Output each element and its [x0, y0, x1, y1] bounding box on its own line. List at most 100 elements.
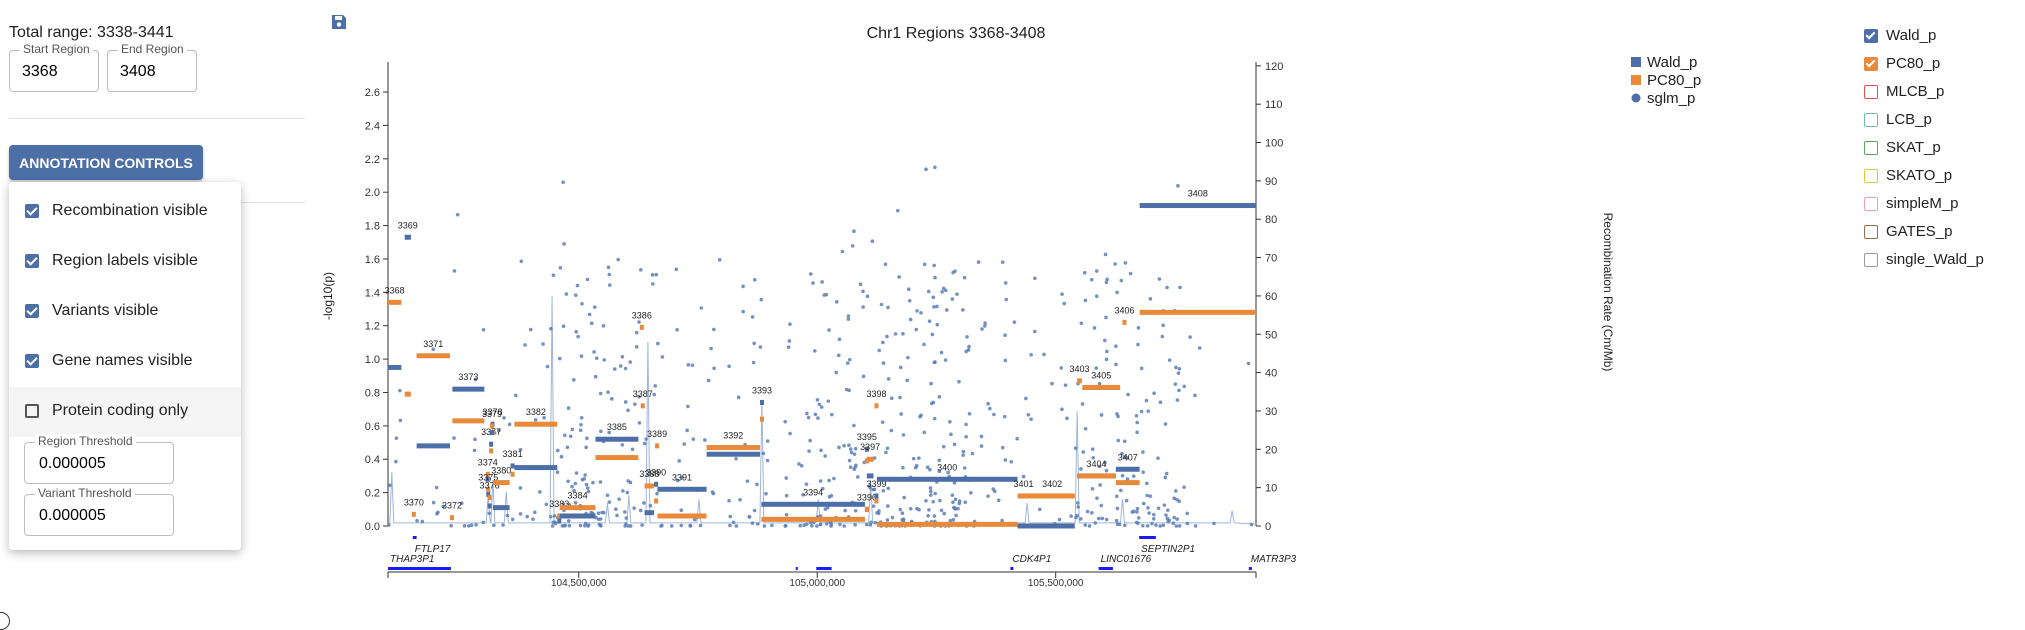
variant-point: [533, 417, 538, 422]
variant-point: [387, 523, 391, 527]
variant-point: [1126, 392, 1130, 397]
variant-point: [932, 305, 936, 309]
variant-point: [452, 436, 456, 440]
variant-point: [1119, 488, 1123, 493]
variant-point: [764, 491, 768, 496]
variant-point: [849, 450, 854, 455]
annotation-controls-menu: Recombination visible Region labels visi…: [9, 182, 241, 550]
variant-point: [555, 448, 560, 453]
checkbox-checked-icon[interactable]: [25, 354, 39, 368]
variant-point: [1057, 517, 1062, 522]
variant-threshold-field[interactable]: Variant Threshold: [24, 486, 174, 536]
variant-point: [1099, 503, 1104, 508]
variant-point: [602, 358, 607, 362]
variant-point: [1135, 510, 1139, 514]
variant-point: [623, 400, 628, 404]
region-threshold-field[interactable]: Region Threshold: [24, 434, 174, 484]
variant-point: [462, 524, 467, 528]
variant-point: [562, 242, 566, 246]
variant-point: [628, 524, 633, 528]
end-region-input[interactable]: [120, 63, 186, 81]
variant-point: [783, 419, 788, 424]
variant-point: [1188, 335, 1192, 339]
gene-bar: [1139, 536, 1156, 539]
checkbox-checked-icon[interactable]: [1864, 29, 1878, 43]
variant-point: [505, 513, 510, 518]
variant-point: [1148, 494, 1153, 498]
start-region-field[interactable]: Start Region: [9, 42, 99, 92]
region-pc80-bar: [486, 486, 491, 492]
legend-item-skato-p[interactable]: SKATO_p: [1864, 166, 2014, 186]
menu-item-region-labels-visible[interactable]: Region labels visible: [9, 237, 241, 287]
y2-tick-label: 40: [1265, 368, 1277, 380]
variant-point: [906, 287, 911, 292]
variant-point: [466, 524, 471, 528]
variant-point: [1122, 523, 1127, 528]
variant-point: [734, 524, 739, 528]
variant-point: [837, 445, 841, 450]
menu-item-gene-names-visible[interactable]: Gene names visible: [9, 337, 241, 387]
legend-item-lcb-p[interactable]: LCB_p: [1864, 110, 2014, 130]
variant-point: [787, 339, 792, 343]
menu-item-protein-coding-only[interactable]: Protein coding only: [9, 387, 241, 437]
variant-point: [953, 507, 958, 511]
checkbox-unchecked-icon[interactable]: [1864, 141, 1878, 155]
variant-point: [1079, 467, 1083, 471]
end-region-field[interactable]: End Region: [107, 42, 197, 92]
region-label: 3375: [478, 472, 498, 482]
save-icon[interactable]: [331, 14, 347, 30]
variant-point: [986, 401, 990, 406]
variant-point: [1175, 398, 1180, 402]
checkbox-checked-icon[interactable]: [25, 304, 39, 318]
legend-item-pc80-p[interactable]: PC80_p: [1864, 54, 2014, 74]
variant-point: [679, 508, 684, 513]
variant-point: [897, 275, 901, 279]
variant-point: [621, 489, 625, 493]
region-label: 3372: [442, 501, 462, 511]
legend-item-mlcb-p[interactable]: MLCB_p: [1864, 82, 2014, 102]
variant-point: [548, 514, 553, 519]
variant-point: [1105, 277, 1109, 282]
region-label: 3393: [752, 385, 772, 395]
menu-item-recombination-visible[interactable]: Recombination visible: [9, 187, 241, 237]
y2-tick-label: 30: [1265, 406, 1277, 418]
checkbox-unchecked-icon[interactable]: [1864, 197, 1878, 211]
legend-item-simplem-p[interactable]: simpleM_p: [1864, 194, 2014, 214]
variant-point: [928, 486, 933, 490]
variant-point: [550, 524, 555, 528]
checkbox-checked-icon[interactable]: [1864, 57, 1878, 71]
legend-item-skat-p[interactable]: SKAT_p: [1864, 138, 2014, 158]
checkbox-checked-icon[interactable]: [25, 254, 39, 268]
variant-point: [996, 498, 1001, 503]
checkbox-checked-icon[interactable]: [25, 204, 39, 218]
region-threshold-input[interactable]: [39, 455, 159, 473]
checkbox-unchecked-icon[interactable]: [1864, 113, 1878, 127]
variant-point: [545, 364, 550, 369]
variant-point: [867, 484, 872, 488]
checkbox-unchecked-icon[interactable]: [1864, 85, 1878, 99]
checkbox-unchecked-icon[interactable]: [1864, 169, 1878, 183]
legend-item-gates-p[interactable]: GATES_p: [1864, 222, 2014, 242]
variant-point: [816, 416, 820, 420]
checkbox-unchecked-icon[interactable]: [1864, 253, 1878, 267]
legend-item-label: LCB_p: [1886, 111, 1932, 128]
start-region-input[interactable]: [22, 63, 88, 81]
variant-point: [885, 334, 889, 339]
menu-item-variants-visible[interactable]: Variants visible: [9, 287, 241, 337]
variant-point: [811, 281, 815, 285]
legend-sglm-swatch: [1631, 93, 1641, 103]
legend-item-wald-p[interactable]: Wald_p: [1864, 26, 2014, 46]
checkbox-unchecked-icon[interactable]: [25, 404, 39, 418]
variant-point: [1134, 520, 1139, 525]
variant-point: [873, 520, 878, 525]
variant-point: [1097, 464, 1102, 469]
variant-point: [826, 399, 831, 403]
annotation-controls-button[interactable]: ANNOTATION CONTROLS: [9, 145, 203, 180]
variant-threshold-input[interactable]: [39, 507, 159, 525]
checkbox-unchecked-icon[interactable]: [1864, 225, 1878, 239]
legend-item-single-wald-p[interactable]: single_Wald_p: [1864, 250, 2014, 270]
y-tick-label: 1.0: [365, 354, 380, 366]
variant-point: [1125, 456, 1129, 460]
variant-point: [513, 393, 518, 398]
variant-point: [591, 480, 595, 485]
